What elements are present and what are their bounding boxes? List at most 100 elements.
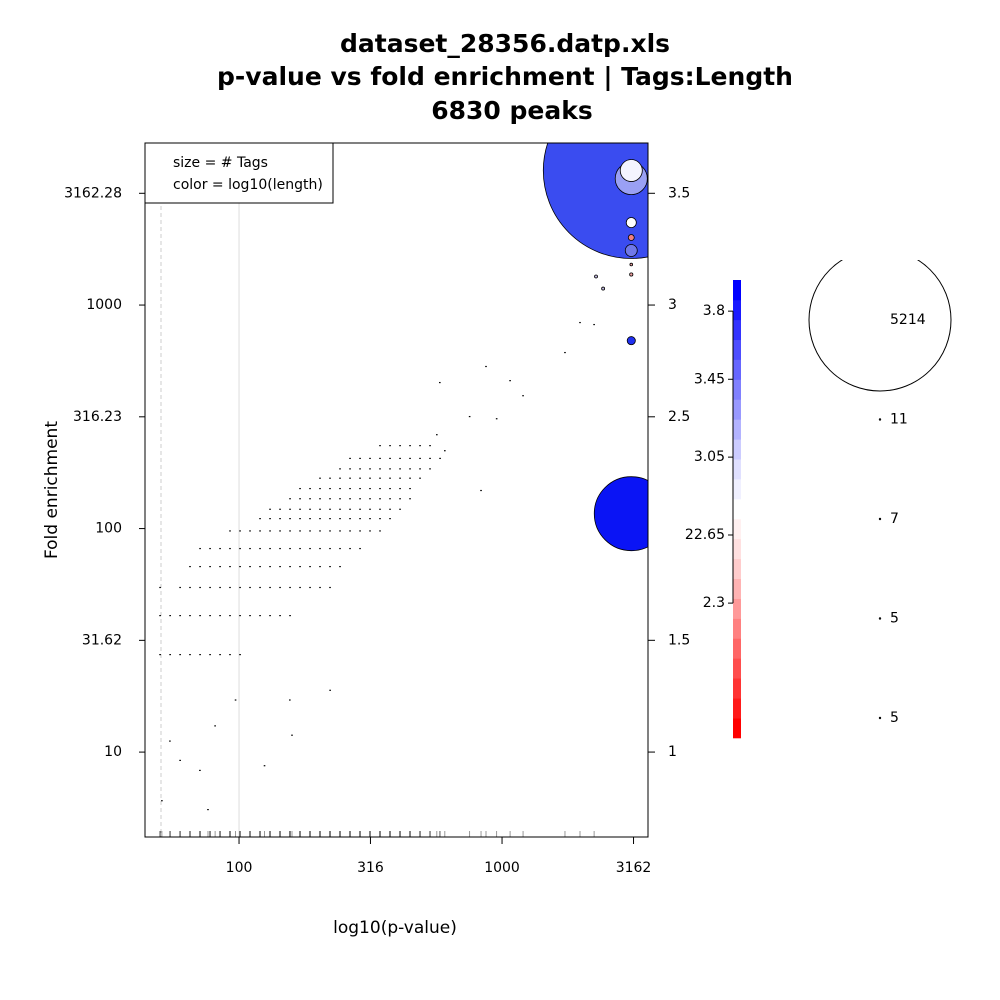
bubble [594,274,598,279]
point [229,654,231,656]
point [239,547,241,550]
point [485,365,487,368]
point [269,547,271,550]
point [419,445,421,447]
point [359,530,361,532]
point [409,498,411,500]
point [369,468,371,470]
chart-subtitle: 6830 peaks [431,96,593,125]
point [289,498,291,500]
size-legend-circle [878,617,882,620]
point [399,487,401,490]
point [379,530,381,532]
point [259,547,261,550]
point [219,614,221,617]
y-tick-label: 100 [95,521,122,537]
point [299,530,301,532]
point [209,614,211,617]
y2-tick-label: 1.5 [668,632,690,648]
bubble [629,272,634,277]
point [389,518,391,520]
point [359,477,361,479]
point [229,614,231,617]
point [339,498,341,500]
point [359,498,361,500]
point [349,498,351,500]
y-axis-title: Fold enrichment [42,421,62,559]
bubble [619,159,643,182]
point [279,614,281,617]
point [480,489,482,492]
point [399,477,401,479]
point [379,518,381,520]
y-tick-label: 316.23 [73,409,122,425]
point [279,586,281,589]
point [439,381,441,384]
point [389,468,391,470]
colorkey-band [733,359,741,380]
point [169,740,171,742]
point [429,468,431,470]
point [259,565,261,568]
point [319,586,321,589]
colorkey-band [733,419,741,440]
colorkey-label: 3.45 [694,371,725,387]
colorkey-band [733,638,741,659]
x-tick-label: 3162 [616,860,652,876]
point [329,530,331,532]
point [309,498,311,500]
point [239,614,241,617]
point [564,351,566,354]
point [309,487,311,490]
point [349,457,351,460]
x-tick-label: 1000 [484,860,520,876]
point [349,477,351,479]
point [359,487,361,490]
point [219,565,221,568]
point [299,518,301,520]
point [289,518,291,520]
colorkey-band [733,658,741,679]
point [189,614,191,617]
size-legend-label: 5 [890,710,899,726]
point [159,614,161,617]
point [369,487,371,490]
point [329,586,331,589]
point [319,487,321,490]
point [579,321,581,324]
point [309,518,311,520]
point [468,415,471,418]
colorkey-band [733,319,741,341]
point [179,586,181,589]
point [369,530,371,532]
point [399,457,401,460]
point [229,565,231,568]
colorkey-band [733,280,741,301]
point [309,530,311,532]
point [229,530,231,532]
y-tick-label: 31.62 [82,632,122,648]
point [329,498,331,500]
point [189,586,191,589]
point [593,323,595,326]
point [209,586,211,589]
y-tick-label: 3162.28 [64,185,122,201]
point [199,614,201,617]
legend-box [144,142,334,204]
x-tick-label: 316 [357,860,384,876]
colorkey-band [733,618,741,639]
size-legend-circle [808,260,952,392]
size-legend-label: 7 [890,511,899,527]
colorkey-label: 3.05 [694,449,725,465]
colorkey-band [733,538,741,560]
point [209,654,211,656]
plot-area [159,143,648,837]
point [279,530,281,532]
point [289,614,291,617]
point [379,487,381,490]
point [349,487,351,490]
colorkey-band [733,578,741,599]
point [419,468,421,470]
y-tick-label: 1000 [86,297,122,313]
colorkey-band [733,459,741,480]
